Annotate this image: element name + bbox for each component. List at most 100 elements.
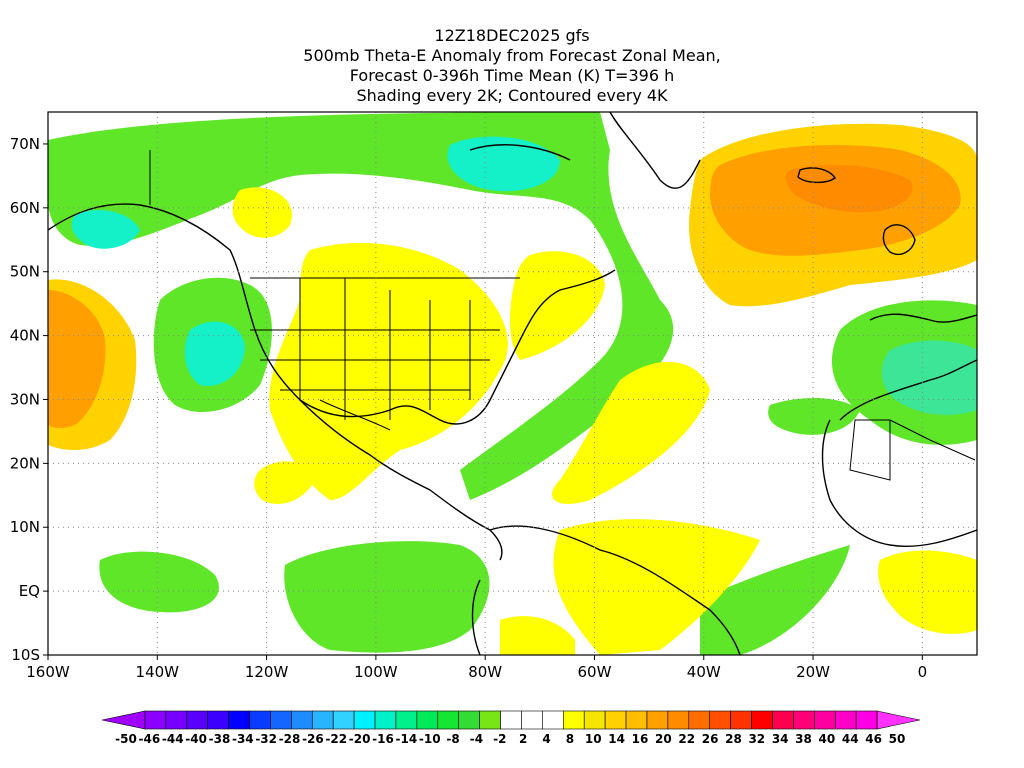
lon-tick-label: 120W — [245, 663, 289, 681]
lat-tick-label: 60N — [10, 199, 40, 217]
lat-tick-label: EQ — [19, 582, 40, 600]
colorbar-label: -28 — [278, 732, 301, 746]
colorbar-swatch — [186, 710, 208, 730]
colorbar-label: 8 — [565, 732, 575, 746]
colorbar-label: -2 — [493, 732, 507, 746]
colorbar-label: -8 — [446, 732, 460, 746]
colorbar-label: -14 — [395, 732, 418, 746]
colorbar-swatch — [458, 710, 480, 730]
colorbar-swatch — [562, 710, 585, 730]
chart-title-line2: 500mb Theta-E Anomaly from Forecast Zona… — [303, 46, 721, 65]
colorbar-label: 22 — [678, 732, 696, 746]
longitude-labels: 160W 140W 120W 100W 80W 60W 40W 20W 0 — [26, 663, 927, 681]
colorbar-swatch — [270, 710, 292, 730]
lon-tick-label: 40W — [687, 663, 721, 681]
colorbar-swatch — [165, 710, 188, 730]
colorbar-label: -16 — [372, 732, 394, 746]
colorbar-swatch — [814, 710, 836, 730]
colorbar-swatch — [772, 710, 794, 730]
colorbar-label: 46 — [865, 732, 882, 746]
colorbar-swatch — [604, 710, 627, 730]
lon-tick-label: 100W — [354, 663, 398, 681]
colorbar-swatch — [730, 710, 752, 730]
colorbar-label: 44 — [841, 732, 859, 746]
colorbar-swatch — [437, 710, 460, 730]
colorbar-swatch — [667, 710, 690, 730]
colorbar-swatch — [500, 710, 522, 730]
chart-title-line1: 12Z18DEC2025 gfs — [434, 26, 590, 45]
colorbar — [101, 710, 921, 730]
lat-tick-label: 10S — [11, 646, 40, 664]
colorbar-label: -40 — [185, 732, 207, 746]
colorbar-swatch — [479, 710, 501, 730]
lat-tick-label: 50N — [10, 263, 40, 281]
colorbar-swatch — [311, 710, 334, 730]
lon-tick-label: 160W — [26, 663, 70, 681]
colorbar-swatch — [332, 710, 355, 730]
colorbar-swatch — [144, 710, 167, 730]
colorbar-label: -32 — [255, 732, 278, 746]
latitude-labels: 70N 60N 50N 40N 30N 20N 10N EQ 10S — [10, 135, 40, 664]
colorbar-label: -50 — [115, 732, 137, 746]
colorbar-label: 4 — [542, 732, 551, 746]
colorbar-label: 34 — [771, 732, 789, 746]
lat-tick-label: 30N — [10, 390, 40, 408]
colorbar-label: -10 — [418, 732, 441, 746]
colorbar-swatch — [583, 710, 606, 730]
lon-tick-label: 80W — [468, 663, 502, 681]
colorbar-label: 26 — [701, 732, 719, 746]
colorbar-arrow-low — [101, 710, 146, 730]
lat-tick-label: 70N — [10, 135, 40, 153]
lon-tick-label: 0 — [918, 663, 928, 681]
colorbar-label: -20 — [348, 732, 371, 746]
colorbar-swatch — [207, 710, 229, 730]
colorbar-swatch — [709, 710, 731, 730]
map-frame — [47, 111, 978, 656]
colorbar-label: 40 — [818, 732, 836, 746]
colorbar-swatch — [834, 710, 857, 730]
chart-title-line4: Shading every 2K; Contoured every 4K — [356, 86, 668, 105]
lon-tick-label: 140W — [136, 663, 180, 681]
colorbar-swatch — [228, 710, 250, 730]
political-borders — [149, 150, 976, 481]
colorbar-swatch — [855, 710, 878, 730]
shaded-anomaly-field — [48, 112, 977, 655]
lat-tick-label: 10N — [10, 518, 40, 536]
colorbar-label: 20 — [655, 732, 672, 746]
colorbar-label: 28 — [725, 732, 742, 746]
colorbar-swatch — [353, 710, 376, 730]
colorbar-label: 16 — [631, 732, 649, 746]
colorbar-swatch — [291, 710, 313, 730]
gridlines — [48, 112, 977, 655]
colorbar-label: -44 — [161, 732, 184, 746]
colorbar-swatch — [416, 710, 439, 730]
lat-tick-label: 40N — [10, 327, 40, 345]
colorbar-label: -4 — [469, 732, 484, 746]
colorbar-swatch — [542, 710, 564, 730]
colorbar-label: -34 — [231, 732, 254, 746]
chart-title-line3: Forecast 0-396h Time Mean (K) T=396 h — [349, 66, 675, 85]
lon-tick-label: 60W — [578, 663, 612, 681]
colorbar-label: -22 — [325, 732, 348, 746]
colorbar-swatch — [521, 710, 543, 730]
colorbar-label: 14 — [608, 732, 625, 746]
colorbar-arrow-high — [876, 710, 921, 730]
colorbar-swatch — [646, 710, 669, 730]
colorbar-label: -38 — [208, 732, 231, 746]
colorbar-swatch — [751, 710, 773, 730]
colorbar-swatch — [249, 710, 271, 730]
colorbar-label: -46 — [138, 732, 161, 746]
colorbar-swatch — [395, 710, 418, 730]
colorbar-label: 38 — [795, 732, 812, 746]
colorbar-label: 10 — [584, 732, 602, 746]
colorbar-swatch — [374, 710, 397, 730]
axis-ticks — [43, 143, 923, 660]
colorbar-swatch — [625, 710, 648, 730]
lon-tick-label: 20W — [796, 663, 830, 681]
colorbar-label: 2 — [518, 732, 528, 746]
colorbar-swatch — [793, 710, 815, 730]
colorbar-swatch — [688, 710, 711, 730]
colorbar-label: -26 — [302, 732, 324, 746]
lat-tick-label: 20N — [10, 454, 40, 472]
